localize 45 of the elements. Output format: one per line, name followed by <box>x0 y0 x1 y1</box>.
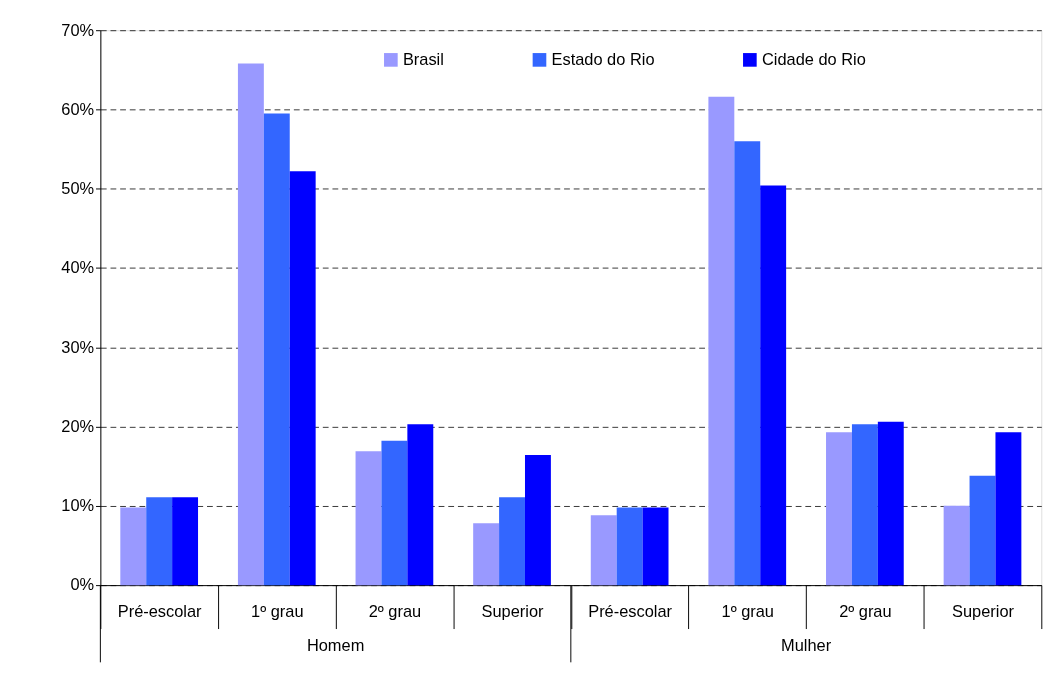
y-tick-label: 50% <box>61 179 95 198</box>
x-tick-label: Pré-escolar <box>117 602 203 621</box>
bar <box>642 507 669 586</box>
bar <box>734 141 761 586</box>
bar <box>473 523 500 586</box>
y-tick-label: 20% <box>61 416 95 435</box>
legend-label: Estado do Rio <box>551 49 655 68</box>
bar <box>943 505 970 586</box>
x-tick-label: 1º grau <box>721 602 774 621</box>
bar <box>616 507 643 586</box>
bar <box>826 432 852 586</box>
y-tick-label: 10% <box>61 496 95 515</box>
bar <box>237 63 264 586</box>
bar <box>120 507 147 586</box>
text: Homem <box>306 635 365 654</box>
bar <box>172 497 199 586</box>
bar <box>877 421 904 586</box>
bar <box>995 432 1022 586</box>
legend-label: Brasil <box>402 49 444 68</box>
text: Mulher <box>781 635 832 654</box>
x-tick-label: Superior <box>481 602 545 621</box>
bar <box>524 455 551 586</box>
bar <box>263 113 290 586</box>
y-tick-label: 60% <box>61 99 95 118</box>
y-tick-label: 0% <box>70 575 95 594</box>
bar <box>590 515 617 586</box>
bar <box>708 96 735 586</box>
bar <box>407 424 434 586</box>
y-tick-label: 70% <box>61 20 95 39</box>
x-tick-label: Superior <box>952 602 1015 621</box>
x-tick-label: 2º grau <box>839 602 892 621</box>
bar <box>499 497 525 586</box>
y-tick-label: 30% <box>61 337 95 356</box>
legend-label: Cidade do Rio <box>761 49 866 68</box>
bar <box>381 440 408 586</box>
bar <box>760 185 787 586</box>
x-tick-label: Pré-escolar <box>588 602 673 621</box>
y-tick-label: 40% <box>61 258 95 277</box>
bar <box>355 451 382 586</box>
x-tick-label: 1º grau <box>251 602 304 621</box>
bar <box>146 497 173 586</box>
x-tick-label: 2º grau <box>368 602 422 621</box>
bar <box>969 475 996 586</box>
bar <box>289 171 316 586</box>
bar <box>851 424 878 586</box>
